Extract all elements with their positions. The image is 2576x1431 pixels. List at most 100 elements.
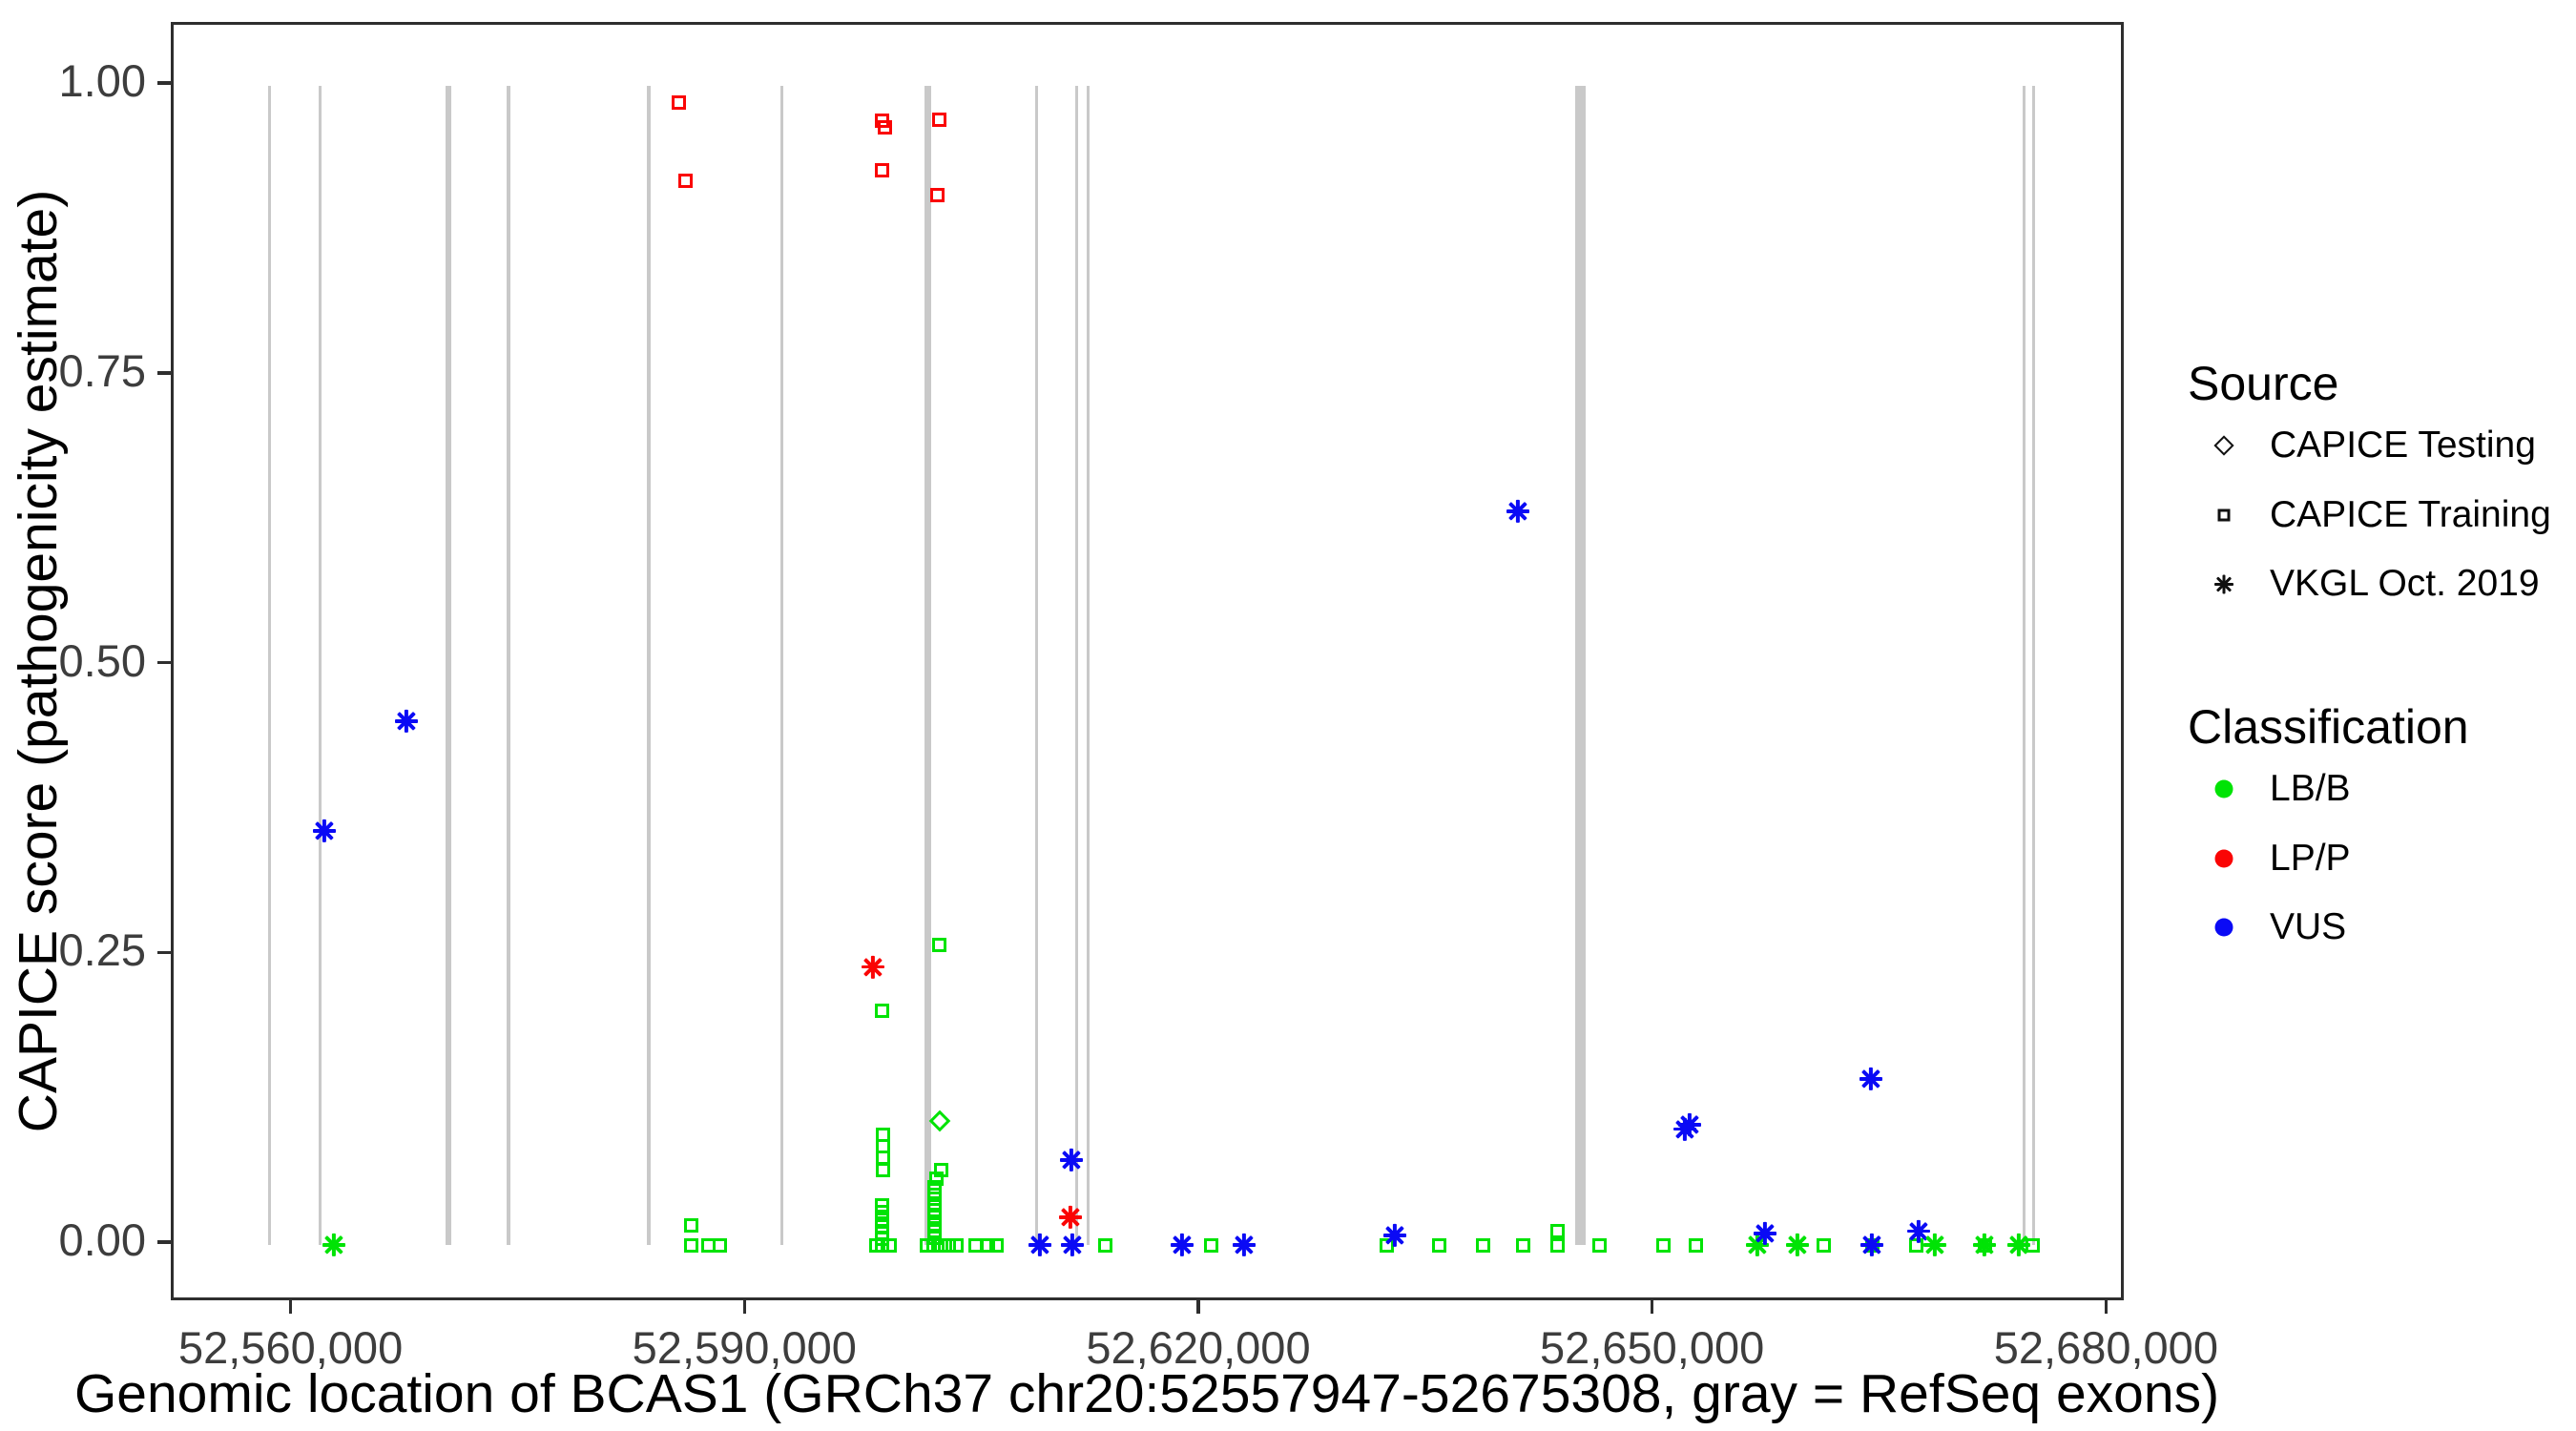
square-icon bbox=[2217, 508, 2231, 522]
legend-item-label: VUS bbox=[2270, 906, 2347, 947]
vkgl-asterisk-point bbox=[1058, 1205, 1082, 1229]
vkgl-asterisk-point bbox=[1785, 1234, 1809, 1257]
training-square-point bbox=[671, 94, 686, 110]
training-square-point bbox=[925, 1237, 941, 1253]
training-square-point bbox=[878, 120, 893, 135]
legend-classification-title: Classification bbox=[2188, 700, 2469, 754]
training-square-point bbox=[989, 1237, 1005, 1253]
vkgl-asterisk-point bbox=[1061, 1234, 1085, 1257]
y-tick-label: 0.75 bbox=[58, 344, 146, 396]
x-axis-label: Genomic location of BCAS1 (GRCh37 chr20:… bbox=[73, 1363, 2220, 1424]
refseq-exon-band bbox=[506, 86, 510, 1245]
training-square-point bbox=[1203, 1237, 1218, 1253]
testing-diamond-point bbox=[928, 1110, 950, 1132]
refseq-exon-band bbox=[2022, 86, 2025, 1245]
x-tick-mark bbox=[1650, 1300, 1654, 1314]
y-tick-mark bbox=[157, 660, 171, 665]
y-tick-mark bbox=[157, 81, 171, 85]
x-tick-label: 52,590,000 bbox=[632, 1322, 857, 1373]
training-square-point bbox=[1816, 1237, 1831, 1253]
training-square-point bbox=[874, 163, 889, 178]
vkgl-asterisk-point bbox=[1170, 1234, 1194, 1257]
training-square-point bbox=[1098, 1237, 1113, 1253]
vkgl-asterisk-point bbox=[1059, 1149, 1083, 1172]
y-tick-mark bbox=[157, 371, 171, 375]
x-tick-label: 52,560,000 bbox=[177, 1322, 404, 1373]
refseq-exon-band bbox=[267, 86, 271, 1245]
training-square-point bbox=[928, 1172, 944, 1187]
vkgl-asterisk-point bbox=[1382, 1224, 1406, 1248]
vkgl-asterisk-point bbox=[394, 709, 418, 733]
legend-item-label: VKGL Oct. 2019 bbox=[2270, 563, 2540, 604]
training-square-point bbox=[874, 1237, 889, 1253]
x-tick-mark bbox=[2104, 1300, 2109, 1314]
training-square-point bbox=[980, 1237, 995, 1253]
training-square-point bbox=[941, 1237, 956, 1253]
refseq-exon-band bbox=[1086, 86, 1090, 1245]
asterisk-icon bbox=[2214, 574, 2233, 593]
vkgl-asterisk-point bbox=[322, 1234, 346, 1257]
training-square-point bbox=[713, 1237, 728, 1253]
legend-item-label: CAPICE Testing bbox=[2270, 425, 2536, 466]
vkgl-asterisk-point bbox=[1746, 1234, 1770, 1257]
training-square-point bbox=[927, 1179, 943, 1194]
diamond-icon bbox=[2213, 435, 2234, 456]
vkgl-asterisk-point bbox=[861, 955, 884, 979]
green-dot-icon bbox=[2214, 779, 2233, 798]
training-square-point bbox=[1550, 1237, 1566, 1253]
training-square-point bbox=[874, 1004, 889, 1019]
vkgl-asterisk-point bbox=[1677, 1112, 1701, 1136]
vkgl-asterisk-point bbox=[1754, 1221, 1777, 1245]
x-tick-label: 52,620,000 bbox=[1086, 1322, 1311, 1373]
legend-item-label: LP/P bbox=[2270, 838, 2351, 879]
training-square-point bbox=[933, 1237, 948, 1253]
vkgl-asterisk-point bbox=[1906, 1219, 1930, 1243]
x-tick-label: 52,650,000 bbox=[1540, 1322, 1765, 1373]
vkgl-asterisk-point bbox=[312, 819, 336, 843]
training-square-point bbox=[932, 112, 947, 127]
training-square-point bbox=[677, 174, 693, 189]
y-tick-label: 0.25 bbox=[58, 924, 146, 976]
vkgl-asterisk-point bbox=[1923, 1234, 1947, 1257]
y-tick-mark bbox=[157, 950, 171, 954]
legend-source-title: Source bbox=[2188, 357, 2339, 410]
training-square-point bbox=[1550, 1223, 1566, 1238]
y-tick-label: 0.00 bbox=[58, 1214, 146, 1265]
training-square-point bbox=[882, 1237, 897, 1253]
training-square-point bbox=[1689, 1237, 1704, 1253]
vkgl-asterisk-point bbox=[1233, 1234, 1257, 1257]
training-square-point bbox=[684, 1217, 699, 1233]
training-square-point bbox=[1432, 1237, 1447, 1253]
training-square-point bbox=[1476, 1237, 1491, 1253]
vkgl-asterisk-point bbox=[1859, 1068, 1883, 1091]
training-square-point bbox=[684, 1237, 699, 1253]
training-square-point bbox=[1656, 1237, 1672, 1253]
refseq-exon-band bbox=[2031, 86, 2035, 1245]
refseq-exon-band bbox=[1575, 86, 1587, 1245]
training-square-point bbox=[1516, 1237, 1531, 1253]
refseq-exon-band bbox=[924, 86, 932, 1245]
training-square-point bbox=[927, 1188, 943, 1203]
refseq-exon-band bbox=[446, 86, 452, 1245]
x-tick-label: 52,680,000 bbox=[1993, 1322, 2218, 1373]
y-tick-mark bbox=[157, 1240, 171, 1244]
x-tick-mark bbox=[1196, 1300, 1200, 1314]
refseq-exon-band bbox=[1035, 86, 1039, 1245]
vkgl-asterisk-point bbox=[1506, 499, 1529, 523]
training-square-point bbox=[1592, 1237, 1608, 1253]
legend-item-label: LB/B bbox=[2270, 768, 2351, 809]
training-square-point bbox=[876, 1162, 891, 1177]
refseq-exon-band bbox=[1074, 86, 1078, 1245]
training-square-point bbox=[948, 1237, 964, 1253]
blue-dot-icon bbox=[2214, 918, 2233, 937]
refseq-exon-band bbox=[780, 86, 784, 1245]
vkgl-asterisk-point bbox=[1860, 1234, 1884, 1257]
training-square-point bbox=[930, 187, 945, 202]
vkgl-asterisk-point bbox=[2007, 1234, 2030, 1257]
vkgl-asterisk-point bbox=[1028, 1234, 1052, 1257]
y-tick-label: 0.50 bbox=[58, 634, 146, 686]
legend-item-label: CAPICE Training bbox=[2270, 494, 2551, 535]
x-tick-mark bbox=[742, 1300, 747, 1314]
y-tick-label: 1.00 bbox=[58, 55, 146, 106]
